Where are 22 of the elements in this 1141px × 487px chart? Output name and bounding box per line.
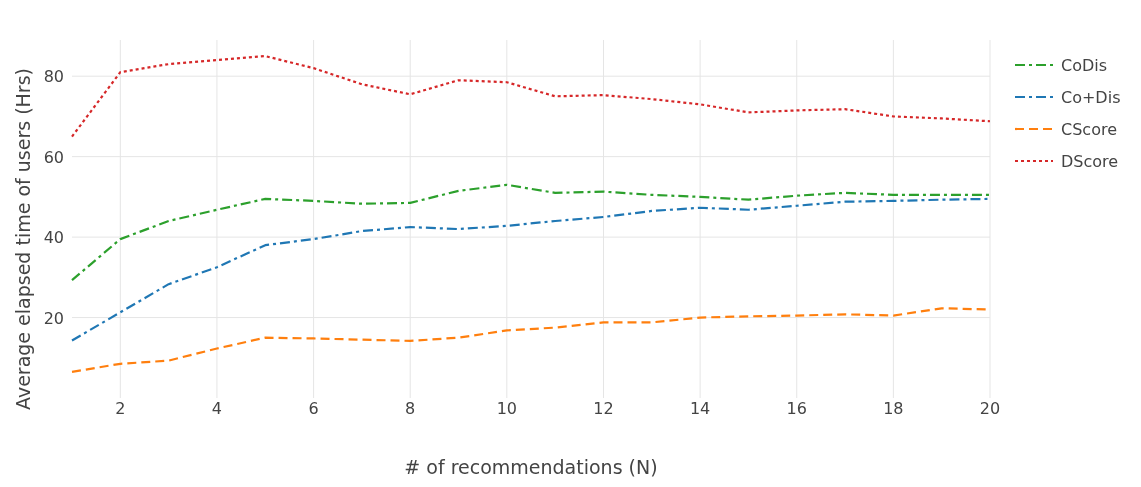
legend-label: CScore — [1061, 120, 1117, 139]
line-series — [70, 54, 992, 138]
x-tick-label: 10 — [496, 399, 518, 418]
line-series — [70, 183, 992, 282]
x-axis-title: # of recommendations (N) — [404, 456, 658, 478]
y-tick-label: 80 — [43, 67, 64, 87]
y-tick-label: 40 — [43, 228, 64, 248]
legend-label: DScore — [1061, 152, 1119, 171]
y-tick-label: 20 — [43, 308, 64, 328]
x-tick-label: 4 — [211, 399, 223, 418]
x-tick-label: 14 — [689, 399, 711, 418]
x-tick-label: 20 — [979, 399, 1001, 418]
legend-label: CoDis — [1061, 56, 1108, 75]
y-axis-title: Average elapsed time of users (Hrs) — [12, 68, 34, 410]
x-tick-label: 8 — [405, 399, 416, 418]
x-tick-label: 12 — [593, 399, 614, 418]
x-tick-label: 2 — [115, 399, 126, 418]
legend-label: Co+Dis — [1061, 88, 1121, 107]
y-tick-label: 60 — [43, 147, 64, 167]
x-tick-label: 18 — [883, 399, 904, 418]
x-tick-label: 16 — [786, 399, 807, 418]
x-tick-label: 6 — [308, 399, 319, 418]
